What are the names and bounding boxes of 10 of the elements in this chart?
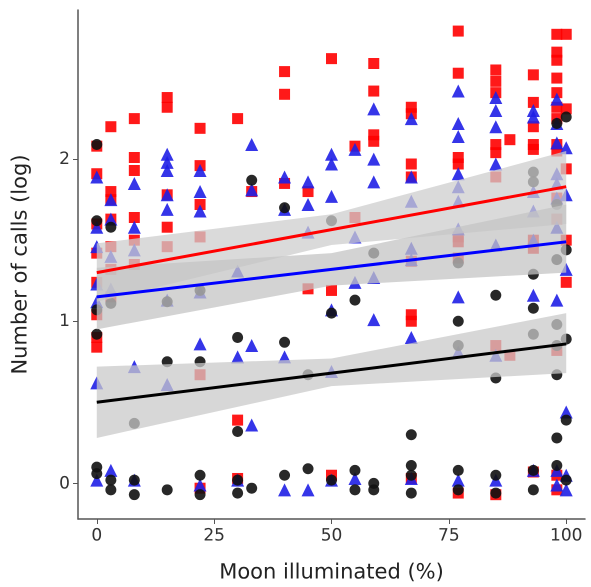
x-tick-label: 100	[550, 526, 582, 546]
x-axis-title: Moon illuminated (%)	[219, 560, 444, 584]
y-tick-label: 0	[59, 473, 70, 494]
x-tick-label: 50	[320, 526, 342, 546]
y-axis-title: Number of calls (log)	[8, 154, 32, 375]
y-tick-label: 1	[59, 311, 70, 332]
y-tick-label: 2	[59, 149, 70, 170]
x-tick-label: 75	[438, 526, 460, 546]
x-tick-label: 25	[203, 526, 225, 546]
x-tick-label: 0	[91, 526, 102, 546]
